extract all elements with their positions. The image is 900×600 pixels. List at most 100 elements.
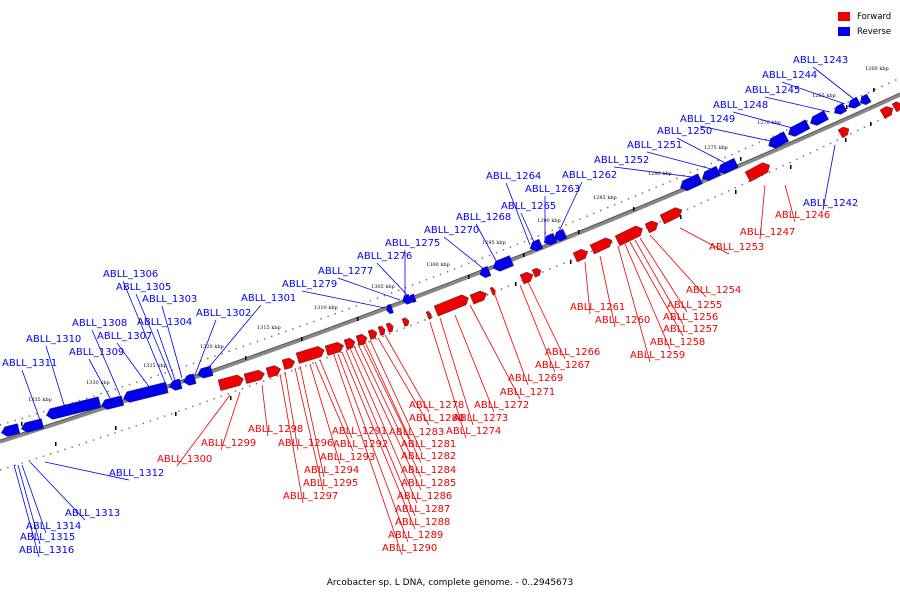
- scale-label: 1310 kbp: [314, 305, 338, 311]
- forward-gene-leader: [629, 241, 684, 337]
- forward-gene-label: ABLL_1282: [401, 451, 456, 462]
- label-leader-lines: [13, 66, 856, 558]
- reverse-gene-label: ABLL_1251: [627, 140, 682, 151]
- reverse-gene-block: [20, 418, 45, 433]
- forward-gene-leader: [361, 341, 410, 440]
- forward-gene-block: [879, 106, 894, 119]
- reverse-gene-block: [810, 110, 829, 126]
- forward-gene-label: ABLL_1298: [248, 424, 303, 435]
- forward-gene-block: [659, 207, 683, 225]
- scale-tick: [740, 157, 742, 161]
- reverse-gene-block: [100, 395, 125, 410]
- forward-gene-label: ABLL_1256: [663, 312, 718, 323]
- forward-gene-leader: [377, 337, 430, 426]
- forward-gene-label: ABLL_1281: [401, 439, 456, 450]
- forward-gene-block: [265, 365, 282, 378]
- scale-tick: [230, 396, 232, 400]
- reverse-gene-leader: [475, 223, 501, 269]
- forward-gene-label: ABLL_1247: [740, 227, 795, 238]
- reverse-gene-label: ABLL_1314: [26, 521, 81, 532]
- reverse-gene-leader: [156, 328, 176, 381]
- gene-features: [0, 93, 900, 437]
- scale-tick: [301, 337, 303, 341]
- scale-tick: [357, 317, 359, 321]
- legend-forward-label: Forward: [857, 11, 892, 22]
- reverse-gene-label: ABLL_1268: [456, 212, 511, 223]
- forward-gene-label: ABLL_1295: [303, 478, 358, 489]
- reverse-gene-leader: [13, 464, 40, 558]
- forward-gene-block: [744, 162, 770, 182]
- forward-gene-label: ABLL_1289: [388, 530, 443, 541]
- forward-gene-block: [489, 286, 496, 296]
- reverse-gene-leader: [21, 464, 47, 534]
- forward-gene-leader: [639, 237, 688, 313]
- reverse-gene-label: ABLL_1248: [713, 100, 768, 111]
- reverse-gene-leader: [17, 464, 41, 545]
- forward-gene-block: [367, 329, 378, 340]
- reverse-gene-label: ABLL_1244: [762, 70, 817, 81]
- forward-gene-block: [614, 225, 643, 247]
- forward-gene-leader: [284, 371, 299, 451]
- scale-tick: [735, 190, 737, 194]
- reverse-gene-leader: [301, 290, 386, 309]
- reverse-gene-leader: [135, 293, 173, 381]
- scale-tick: [468, 275, 470, 279]
- forward-gene-label: ABLL_1291: [332, 426, 387, 437]
- forward-gene-leader: [369, 339, 422, 452]
- reverse-gene-leader: [443, 236, 486, 271]
- reverse-gene-leader: [554, 181, 583, 241]
- forward-gene-label: ABLL_1269: [508, 373, 563, 384]
- reverse-gene-block: [768, 131, 790, 149]
- forward-gene-leader: [364, 341, 422, 464]
- forward-gene-leader: [279, 373, 304, 504]
- reverse-gene-label: ABLL_1315: [20, 532, 75, 543]
- forward-gene-block: [469, 290, 487, 305]
- reverse-gene-label: ABLL_1276: [357, 251, 412, 262]
- reverse-gene-label: ABLL_1262: [562, 170, 617, 181]
- forward-gene-label: ABLL_1246: [775, 210, 830, 221]
- forward-gene-leader: [357, 343, 422, 478]
- forward-gene-block: [531, 267, 542, 278]
- reverse-gene-label: ABLL_1275: [385, 238, 440, 249]
- forward-gene-leader: [624, 243, 671, 350]
- reverse-gene-label: ABLL_1310: [26, 334, 81, 345]
- forward-gene-leader: [599, 255, 616, 328]
- forward-gene-leader: [429, 321, 467, 439]
- forward-gene-leader: [341, 351, 416, 530]
- legend: Forward Reverse: [838, 9, 891, 39]
- reverse-gene-leader: [122, 280, 166, 383]
- reverse-gene-leader: [699, 125, 776, 143]
- forward-gene-leader: [353, 345, 422, 491]
- reverse-gene-leader: [29, 461, 86, 521]
- scale-tick: [515, 282, 517, 286]
- reverse-gene-label: ABLL_1308: [72, 318, 127, 329]
- forward-gene-leader: [679, 227, 730, 255]
- reverse-gene-block: [833, 102, 848, 115]
- reverse-gene-label: ABLL_1304: [137, 317, 192, 328]
- scale-label: 1280 kbp: [648, 171, 672, 177]
- reverse-gene-leader: [812, 66, 856, 101]
- reverse-gene-label: ABLL_1311: [2, 358, 57, 369]
- scale-tick: [845, 138, 847, 142]
- forward-gene-label: ABLL_1287: [395, 504, 450, 515]
- forward-gene-label: ABLL_1288: [395, 517, 450, 528]
- forward-gene-leader: [309, 363, 341, 465]
- scale-tick: [570, 260, 572, 264]
- forward-gene-leader: [454, 314, 495, 413]
- forward-gene-block: [572, 248, 589, 263]
- upper-scale-dots: [0, 77, 900, 426]
- forward-gene-block: [891, 101, 900, 113]
- reverse-gene-block: [123, 381, 169, 403]
- scale-tick: [55, 442, 57, 446]
- reverse-gene-block: [847, 96, 862, 109]
- reverse-gene-label: ABLL_1252: [594, 155, 649, 166]
- scale-tick: [846, 105, 848, 109]
- forward-gene-leader: [784, 184, 796, 223]
- forward-gene-leader: [220, 391, 241, 451]
- reverse-gene-label: ABLL_1309: [69, 347, 124, 358]
- reverse-gene-label: ABLL_1242: [803, 198, 858, 209]
- reverse-gene-leader: [204, 304, 262, 373]
- reverse-gene-leader: [376, 262, 411, 299]
- reverse-gene-leader: [520, 212, 536, 245]
